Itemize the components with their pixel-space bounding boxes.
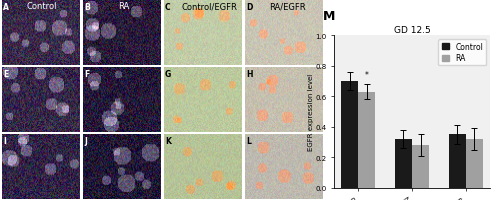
Text: D: D bbox=[246, 3, 252, 12]
Text: F: F bbox=[84, 69, 89, 78]
Text: M: M bbox=[322, 10, 335, 23]
Text: I: I bbox=[3, 136, 6, 145]
Text: RA: RA bbox=[118, 2, 129, 11]
Text: K: K bbox=[165, 136, 171, 145]
Text: A: A bbox=[3, 3, 9, 12]
Title: GD 12.5: GD 12.5 bbox=[394, 26, 430, 35]
Text: C: C bbox=[165, 3, 170, 12]
Bar bbox=[448, 135, 466, 188]
Y-axis label: EGFR expression level: EGFR expression level bbox=[308, 74, 314, 150]
Text: G: G bbox=[165, 69, 172, 78]
Text: E: E bbox=[3, 69, 8, 78]
Text: H: H bbox=[246, 69, 252, 78]
Bar bbox=[358, 92, 376, 188]
Text: B: B bbox=[84, 3, 90, 12]
Text: Control/EGFR: Control/EGFR bbox=[181, 2, 237, 11]
Bar bbox=[341, 82, 358, 188]
Text: *: * bbox=[365, 71, 369, 80]
Text: L: L bbox=[246, 136, 251, 145]
Text: Control: Control bbox=[26, 2, 57, 11]
Bar bbox=[412, 145, 429, 188]
Legend: Control, RA: Control, RA bbox=[438, 40, 486, 66]
Bar bbox=[395, 139, 412, 188]
Text: J: J bbox=[84, 136, 87, 145]
Bar bbox=[466, 139, 483, 188]
Text: RA/EGFR: RA/EGFR bbox=[269, 2, 306, 11]
